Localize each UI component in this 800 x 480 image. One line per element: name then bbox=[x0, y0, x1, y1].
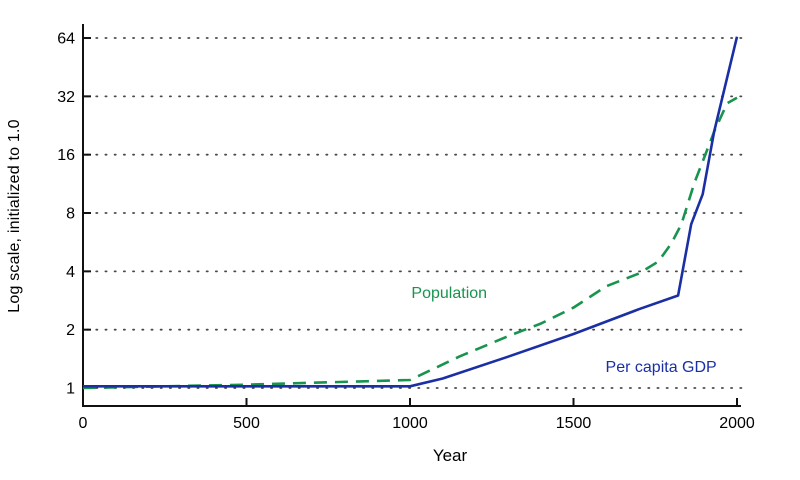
y-tick-label: 16 bbox=[57, 147, 75, 164]
x-tick-label: 1500 bbox=[556, 415, 592, 432]
y-tick-label: 1 bbox=[66, 381, 75, 398]
x-tick-label: 2000 bbox=[719, 415, 755, 432]
y-tick-label: 2 bbox=[66, 322, 75, 339]
series-line-population bbox=[82, 96, 738, 390]
gdp-series-label: Per capita GDP bbox=[605, 358, 717, 376]
y-tick-label: 8 bbox=[66, 206, 75, 223]
y-tick-label: 4 bbox=[66, 264, 75, 281]
x-tick-label: 1000 bbox=[392, 415, 428, 432]
y-tick-label: 64 bbox=[57, 31, 75, 48]
y-tick-label: 32 bbox=[57, 89, 75, 106]
population-series-label: Population bbox=[411, 285, 488, 303]
series-line-per-capita-gdp bbox=[83, 36, 739, 388]
x-tick-label: 0 bbox=[79, 415, 88, 432]
y-axis-title: Log scale, initialized to 1.0 bbox=[6, 119, 23, 313]
x-axis-title: Year bbox=[432, 446, 468, 465]
axis-lines bbox=[82, 24, 741, 407]
x-tick-label: 500 bbox=[233, 415, 260, 432]
